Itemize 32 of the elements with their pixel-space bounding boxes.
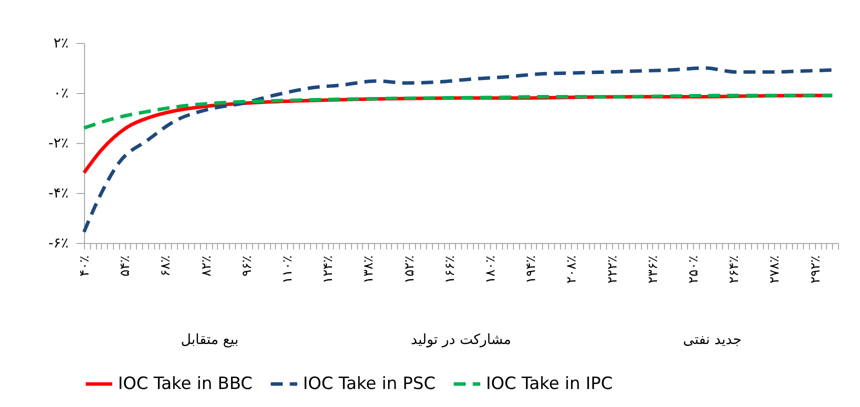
x-tick-label: ۹۶٪ — [240, 255, 255, 276]
legend-label: IOC Take in BBC — [118, 374, 253, 394]
y-tick-label: ۰٪ — [53, 86, 68, 102]
x-tick-label: ۲۲۲٪ — [605, 255, 620, 284]
line-series — [82, 94, 834, 130]
x-tick-label: ۴۰٪ — [78, 255, 92, 276]
y-tick-label: -۴٪ — [48, 186, 68, 202]
y-tick-label: -۲٪ — [48, 136, 68, 152]
x-tick-label: ۱۱۰٪ — [280, 255, 296, 284]
x-tick-label: ۱۹۴٪ — [524, 255, 540, 284]
x-tick-label: ۱۳۸٪ — [362, 255, 377, 284]
x-tick-label: ۸۲٪ — [199, 255, 214, 276]
x-tick-label: ۲۳۶٪ — [646, 255, 661, 284]
x-tick-label: ۱۵۲٪ — [402, 255, 418, 284]
x-tick-label: ۲۷۸٪ — [768, 255, 783, 284]
x-tick-label: ۵۴٪ — [118, 255, 134, 276]
legend-label: IOC Take in PSC — [303, 374, 436, 394]
text: جدید نفتی — [683, 332, 742, 348]
line-series — [82, 66, 834, 234]
text: بیع متقابل — [180, 332, 238, 348]
x-tick-label: ۶۸٪ — [158, 255, 174, 276]
x-tick-label: ۲۹۲٪ — [808, 255, 824, 284]
x-tick-label: ۲۰۸٪ — [564, 255, 580, 284]
y-tick-label: -۶٪ — [48, 236, 68, 252]
x-tick-label: ۱۸۰٪ — [484, 255, 498, 284]
x-tick-label: ۱۲۴٪ — [321, 255, 336, 284]
x-tick-label: ۲۶۴٪ — [727, 255, 742, 284]
x-tick-label: ۱۶۶٪ — [442, 255, 458, 284]
x-tick-label: ۲۵۰٪ — [686, 255, 702, 284]
legend-label: IOC Take in IPC — [486, 374, 613, 394]
y-tick-label: ۲٪ — [53, 36, 68, 52]
text: مشارکت در تولید — [410, 332, 512, 348]
